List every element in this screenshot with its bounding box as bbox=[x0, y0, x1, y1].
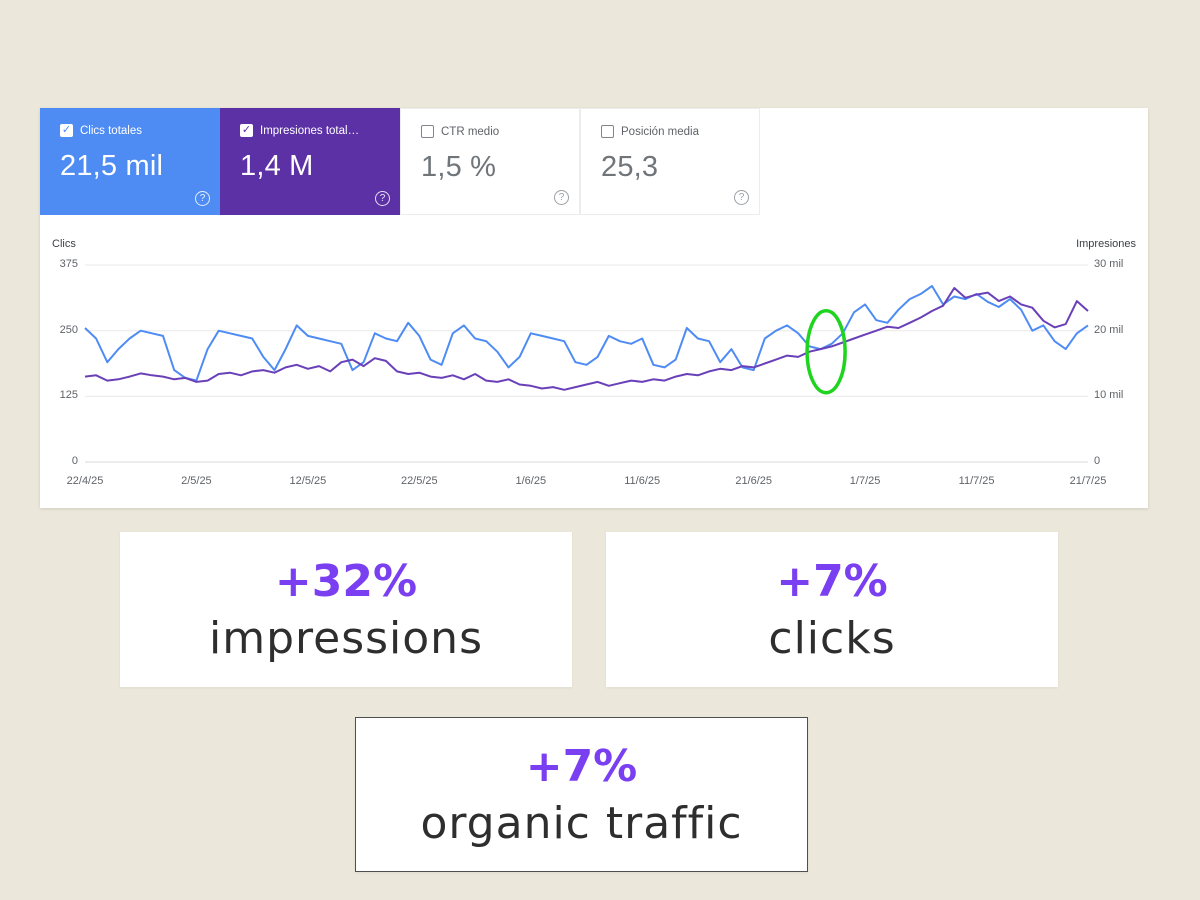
axis-tick-label: 10 mil bbox=[1094, 389, 1124, 401]
x-axis-label: 11/7/25 bbox=[958, 475, 995, 487]
help-icon[interactable]: ? bbox=[195, 191, 210, 206]
metric-card-header: Posición media bbox=[601, 125, 745, 138]
x-axis-label: 12/5/25 bbox=[289, 475, 327, 487]
checkbox-checked-icon[interactable]: ✓ bbox=[240, 124, 253, 137]
x-axis-label: 11/6/25 bbox=[624, 475, 661, 487]
stat-value: +32% bbox=[274, 555, 418, 607]
x-axis-label: 1/7/25 bbox=[849, 475, 881, 487]
metric-card-header: ✓ Clics totales bbox=[60, 124, 206, 137]
left-axis-title: Clics bbox=[52, 238, 76, 250]
clicks-line bbox=[84, 285, 1089, 382]
check-mark-icon: ✓ bbox=[61, 124, 72, 136]
x-axis-label: 2/5/25 bbox=[181, 475, 212, 487]
stat-label: impressions bbox=[208, 612, 483, 664]
stat-card-clicks: +7% clicks bbox=[606, 532, 1058, 687]
axis-tick-label: 20 mil bbox=[1094, 324, 1124, 336]
performance-chart[interactable] bbox=[40, 108, 1148, 508]
axis-tick-label: 250 bbox=[59, 324, 78, 336]
stat-card-impressions: +32% impressions bbox=[120, 532, 572, 687]
metric-card-value: 21,5 mil bbox=[60, 150, 164, 182]
axis-tick-label: 375 bbox=[59, 258, 78, 270]
metric-card-avg-position[interactable]: Posición media 25,3 ? bbox=[580, 108, 760, 215]
check-mark-icon: ✓ bbox=[241, 124, 252, 136]
metric-card-avg-ctr[interactable]: CTR medio 1,5 % ? bbox=[400, 108, 580, 215]
metric-card-value: 1,4 M bbox=[240, 150, 314, 182]
checkbox-checked-icon[interactable]: ✓ bbox=[60, 124, 73, 137]
metric-card-label: Impresiones total… bbox=[260, 124, 360, 137]
metric-card-total-impressions[interactable]: ✓ Impresiones total… 1,4 M ? bbox=[220, 108, 400, 215]
impressions-line bbox=[84, 287, 1089, 391]
metric-card-value: 25,3 bbox=[601, 151, 659, 183]
metric-cards-row: ✓ Clics totales 21,5 mil ? ✓ Impresiones… bbox=[40, 108, 760, 215]
metric-card-label: Clics totales bbox=[80, 124, 142, 137]
search-console-panel: ✓ Clics totales 21,5 mil ? ✓ Impresiones… bbox=[40, 108, 1148, 508]
axis-tick-label: 0 bbox=[71, 455, 78, 467]
metric-card-label: Posición media bbox=[621, 125, 699, 138]
stat-label: organic traffic bbox=[420, 797, 743, 849]
metric-card-header: ✓ Impresiones total… bbox=[240, 124, 386, 137]
right-axis-title: Impresiones bbox=[1076, 238, 1136, 250]
metric-card-label: CTR medio bbox=[441, 125, 500, 138]
axis-tick-label: 125 bbox=[59, 389, 78, 401]
axis-tick-label: 30 mil bbox=[1094, 258, 1124, 270]
stat-value: +7% bbox=[525, 740, 638, 792]
stat-card-organic-traffic: +7% organic traffic bbox=[355, 717, 808, 872]
metric-card-total-clicks[interactable]: ✓ Clics totales 21,5 mil ? bbox=[40, 108, 220, 215]
growth-highlight-ellipse bbox=[805, 308, 847, 395]
checkbox-unchecked-icon[interactable] bbox=[421, 125, 434, 138]
x-axis-label: 21/6/25 bbox=[735, 475, 773, 487]
axis-tick-label: 0 bbox=[1094, 455, 1101, 467]
metric-card-value: 1,5 % bbox=[421, 151, 497, 183]
x-axis-label: 1/6/25 bbox=[515, 475, 547, 487]
stat-value: +7% bbox=[776, 555, 888, 607]
x-axis-label: 21/7/25 bbox=[1069, 475, 1107, 487]
x-axis-label: 22/5/25 bbox=[400, 475, 438, 487]
x-axis-label: 22/4/25 bbox=[66, 475, 104, 487]
stat-label: clicks bbox=[768, 612, 896, 664]
help-icon[interactable]: ? bbox=[734, 190, 749, 205]
metric-card-header: CTR medio bbox=[421, 125, 565, 138]
help-icon[interactable]: ? bbox=[554, 190, 569, 205]
help-icon[interactable]: ? bbox=[375, 191, 390, 206]
checkbox-unchecked-icon[interactable] bbox=[601, 125, 614, 138]
